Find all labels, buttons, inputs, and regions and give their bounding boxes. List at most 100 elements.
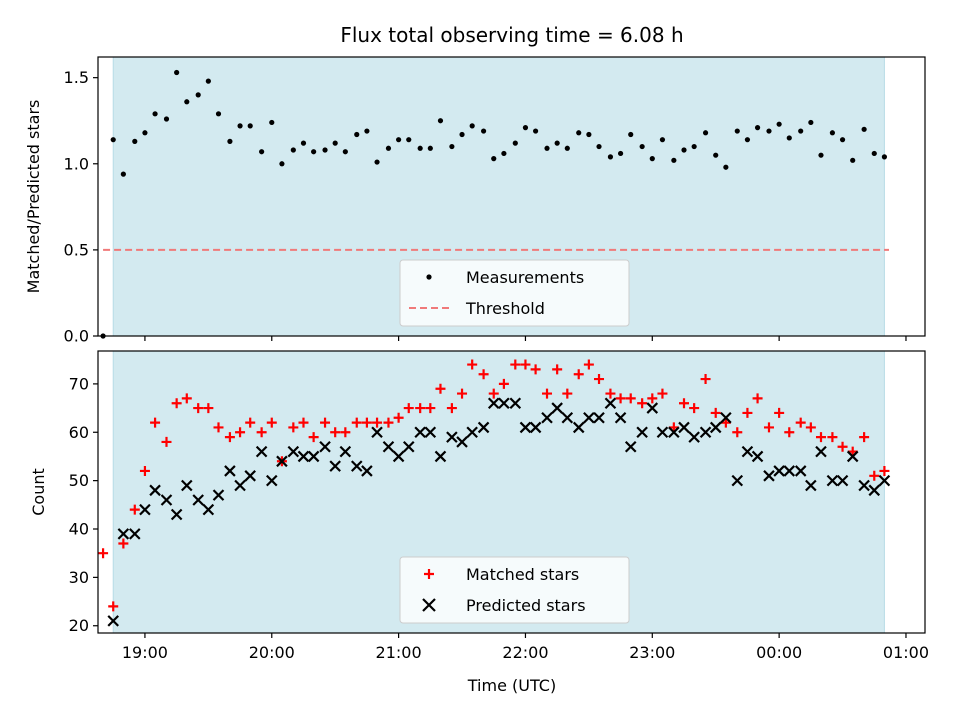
predicted-star-point — [826, 474, 839, 487]
legend-measurement-marker — [426, 274, 432, 280]
predicted-star-point — [509, 397, 522, 410]
legend-predicted-marker — [422, 598, 436, 612]
matched-star-point — [742, 407, 753, 418]
matched-star-point — [98, 548, 109, 559]
matched-star-point — [415, 403, 426, 414]
measurement-point — [850, 157, 856, 163]
predicted-star-point — [836, 474, 849, 487]
measurement-point — [132, 138, 138, 144]
matched-star-point — [235, 427, 246, 438]
matched-star-point — [752, 393, 763, 404]
matched-star-point — [805, 422, 816, 433]
measurement-point — [532, 128, 539, 134]
predicted-star-point — [244, 470, 256, 482]
matched-star-point — [457, 388, 468, 399]
y-tick-label: 20 — [69, 616, 89, 635]
predicted-star-point — [477, 421, 490, 434]
predicted-star-point — [339, 445, 352, 458]
matched-star-point — [308, 432, 319, 443]
measurement-point — [195, 92, 201, 98]
predicted-star-point — [741, 445, 754, 458]
matched-star-point — [530, 364, 541, 375]
measurement-point — [576, 130, 582, 136]
predicted-star-point — [678, 421, 690, 434]
matched-star-point — [383, 417, 394, 428]
matched-star-point — [435, 383, 446, 394]
matched-star-point — [108, 601, 119, 612]
measurement-point — [766, 128, 772, 134]
matched-star-point — [869, 470, 880, 481]
predicted-star-point — [624, 440, 637, 453]
predicted-star-point — [234, 479, 246, 492]
predicted-star-point — [414, 426, 426, 439]
legend-entry-measurements: Measurements — [426, 268, 584, 287]
predicted-star-point — [117, 528, 130, 540]
measurement-point — [628, 131, 634, 138]
predicted-star-point — [265, 474, 278, 487]
matched-star-point — [193, 403, 204, 414]
matched-star-point — [637, 398, 648, 409]
measurement-point — [417, 145, 423, 151]
measurement-point — [311, 149, 317, 155]
measurement-point — [713, 152, 719, 158]
matched-star-point — [520, 359, 531, 370]
legend-label: Matched stars — [466, 565, 579, 584]
predicted-star-point — [392, 450, 405, 463]
matched-star-point — [181, 393, 192, 404]
predicted-star-point — [287, 445, 300, 458]
predicted-star-point — [498, 397, 510, 410]
x-tick-label: 23:00 — [629, 643, 675, 662]
matched-star-point — [150, 417, 161, 428]
x-tick-label: 20:00 — [249, 643, 295, 662]
predicted-star-point — [487, 397, 500, 410]
predicted-star-point — [709, 421, 722, 434]
series-predicted-stars — [107, 397, 891, 627]
predicted-star-point — [170, 508, 183, 521]
series-matched-stars — [98, 359, 890, 612]
measurement-point — [237, 123, 243, 129]
legend: Measurements Threshold — [399, 259, 630, 327]
predicted-star-point — [763, 470, 775, 482]
matched-star-point — [425, 403, 436, 414]
chart-title: Flux total observing time = 6.08 h — [340, 23, 683, 47]
y-tick-label: 50 — [69, 471, 89, 490]
measurement-point — [469, 123, 475, 129]
predicted-star-point — [731, 474, 744, 487]
predicted-star-point — [636, 426, 648, 439]
predicted-star-point — [656, 426, 669, 439]
measurement-point — [480, 128, 487, 134]
matched-star-point — [161, 436, 172, 447]
matched-star-point — [320, 417, 331, 428]
measurement-point — [215, 111, 222, 117]
predicted-star-point — [868, 484, 881, 497]
measurement-point — [406, 137, 412, 143]
matched-star-point — [795, 417, 806, 428]
legend-matched-marker — [424, 569, 434, 579]
matched-star-point — [139, 465, 150, 476]
measurement-point — [342, 149, 348, 155]
measurement-point — [364, 128, 370, 134]
measurement-point — [110, 137, 116, 143]
x-tick-label: 22:00 — [502, 643, 548, 662]
y-axis-label: Matched/Predicted stars — [24, 100, 43, 294]
matched-star-point — [879, 465, 890, 476]
measurement-point — [279, 161, 285, 167]
predicted-star-point — [446, 431, 458, 443]
predicted-star-point — [668, 426, 680, 439]
matched-star-point — [542, 388, 553, 399]
matched-star-point — [224, 432, 235, 443]
measurement-point — [649, 156, 655, 162]
measurement-point — [798, 128, 804, 134]
measurement-point — [290, 147, 296, 153]
predicted-star-point — [307, 450, 320, 463]
matched-star-point — [837, 441, 848, 452]
matched-star-point — [859, 432, 870, 443]
matched-star-point — [594, 374, 605, 385]
matched-star-point — [403, 403, 414, 414]
measurement-point — [300, 140, 307, 146]
matched-star-point — [266, 417, 277, 428]
y-tick-label: 70 — [69, 374, 89, 393]
measurement-point — [269, 119, 275, 126]
y-tick-label: 0.0 — [64, 327, 89, 346]
